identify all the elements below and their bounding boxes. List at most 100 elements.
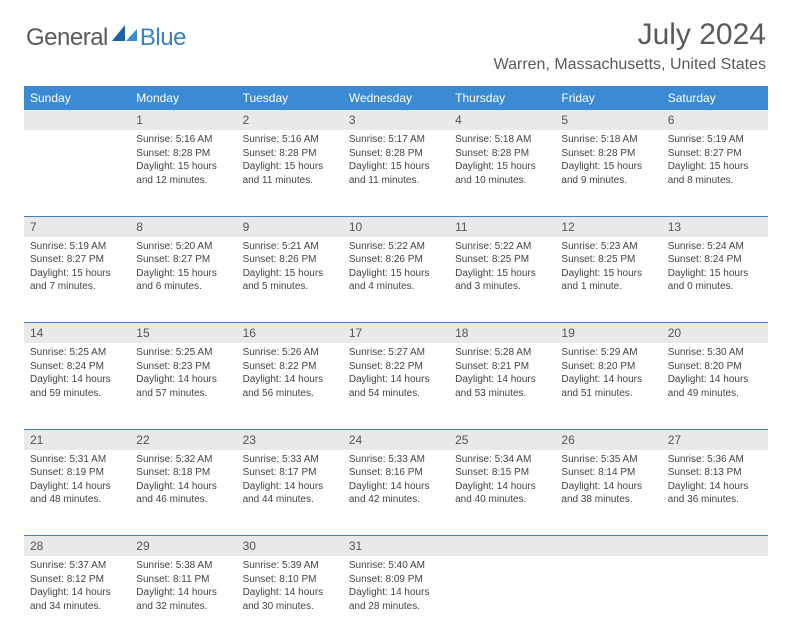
day-cell: Sunrise: 5:27 AMSunset: 8:22 PMDaylight:… xyxy=(343,343,449,429)
day-number xyxy=(662,536,768,557)
day-cell: Sunrise: 5:33 AMSunset: 8:16 PMDaylight:… xyxy=(343,450,449,536)
day-cell: Sunrise: 5:20 AMSunset: 8:27 PMDaylight:… xyxy=(130,237,236,323)
day-number xyxy=(24,110,130,130)
logo-text-general: General xyxy=(26,24,108,52)
day-number: 30 xyxy=(237,536,343,557)
day-cell: Sunrise: 5:18 AMSunset: 8:28 PMDaylight:… xyxy=(555,130,661,216)
day-cell: Sunrise: 5:16 AMSunset: 8:28 PMDaylight:… xyxy=(237,130,343,216)
day-details: Sunrise: 5:29 AMSunset: 8:20 PMDaylight:… xyxy=(555,343,661,406)
weekday-header: Wednesday xyxy=(343,86,449,110)
day-number: 27 xyxy=(662,429,768,450)
day-number: 9 xyxy=(237,216,343,237)
day-details: Sunrise: 5:17 AMSunset: 8:28 PMDaylight:… xyxy=(343,130,449,193)
day-cell: Sunrise: 5:22 AMSunset: 8:25 PMDaylight:… xyxy=(449,237,555,323)
day-cell: Sunrise: 5:22 AMSunset: 8:26 PMDaylight:… xyxy=(343,237,449,323)
weekday-header-row: Sunday Monday Tuesday Wednesday Thursday… xyxy=(24,86,768,110)
day-details: Sunrise: 5:27 AMSunset: 8:22 PMDaylight:… xyxy=(343,343,449,406)
day-details: Sunrise: 5:25 AMSunset: 8:24 PMDaylight:… xyxy=(24,343,130,406)
day-cell: Sunrise: 5:30 AMSunset: 8:20 PMDaylight:… xyxy=(662,343,768,429)
day-cell: Sunrise: 5:17 AMSunset: 8:28 PMDaylight:… xyxy=(343,130,449,216)
day-cell: Sunrise: 5:16 AMSunset: 8:28 PMDaylight:… xyxy=(130,130,236,216)
day-details: Sunrise: 5:28 AMSunset: 8:21 PMDaylight:… xyxy=(449,343,555,406)
day-details: Sunrise: 5:33 AMSunset: 8:17 PMDaylight:… xyxy=(237,450,343,513)
day-content-row: Sunrise: 5:25 AMSunset: 8:24 PMDaylight:… xyxy=(24,343,768,429)
day-details: Sunrise: 5:39 AMSunset: 8:10 PMDaylight:… xyxy=(237,556,343,619)
day-number xyxy=(555,536,661,557)
day-details: Sunrise: 5:37 AMSunset: 8:12 PMDaylight:… xyxy=(24,556,130,619)
day-details: Sunrise: 5:19 AMSunset: 8:27 PMDaylight:… xyxy=(24,237,130,300)
day-number: 29 xyxy=(130,536,236,557)
title-block: July 2024 Warren, Massachusetts, United … xyxy=(494,18,766,74)
day-number: 15 xyxy=(130,323,236,344)
day-cell: Sunrise: 5:36 AMSunset: 8:13 PMDaylight:… xyxy=(662,450,768,536)
day-number: 11 xyxy=(449,216,555,237)
day-cell: Sunrise: 5:25 AMSunset: 8:24 PMDaylight:… xyxy=(24,343,130,429)
day-cell: Sunrise: 5:18 AMSunset: 8:28 PMDaylight:… xyxy=(449,130,555,216)
day-cell: Sunrise: 5:25 AMSunset: 8:23 PMDaylight:… xyxy=(130,343,236,429)
day-cell: Sunrise: 5:32 AMSunset: 8:18 PMDaylight:… xyxy=(130,450,236,536)
logo: General Blue xyxy=(26,24,186,52)
day-details: Sunrise: 5:24 AMSunset: 8:24 PMDaylight:… xyxy=(662,237,768,300)
day-details: Sunrise: 5:35 AMSunset: 8:14 PMDaylight:… xyxy=(555,450,661,513)
day-content-row: Sunrise: 5:19 AMSunset: 8:27 PMDaylight:… xyxy=(24,237,768,323)
day-cell: Sunrise: 5:24 AMSunset: 8:24 PMDaylight:… xyxy=(662,237,768,323)
weekday-header: Sunday xyxy=(24,86,130,110)
day-number: 12 xyxy=(555,216,661,237)
day-number: 23 xyxy=(237,429,343,450)
day-details: Sunrise: 5:19 AMSunset: 8:27 PMDaylight:… xyxy=(662,130,768,193)
day-details: Sunrise: 5:16 AMSunset: 8:28 PMDaylight:… xyxy=(130,130,236,193)
day-details: Sunrise: 5:18 AMSunset: 8:28 PMDaylight:… xyxy=(449,130,555,193)
day-cell: Sunrise: 5:28 AMSunset: 8:21 PMDaylight:… xyxy=(449,343,555,429)
calendar-table: Sunday Monday Tuesday Wednesday Thursday… xyxy=(24,86,768,642)
day-cell: Sunrise: 5:34 AMSunset: 8:15 PMDaylight:… xyxy=(449,450,555,536)
day-cell xyxy=(662,556,768,642)
day-cell: Sunrise: 5:37 AMSunset: 8:12 PMDaylight:… xyxy=(24,556,130,642)
day-content-row: Sunrise: 5:37 AMSunset: 8:12 PMDaylight:… xyxy=(24,556,768,642)
day-cell xyxy=(449,556,555,642)
day-cell: Sunrise: 5:19 AMSunset: 8:27 PMDaylight:… xyxy=(24,237,130,323)
day-number: 19 xyxy=(555,323,661,344)
day-content-row: Sunrise: 5:31 AMSunset: 8:19 PMDaylight:… xyxy=(24,450,768,536)
day-details: Sunrise: 5:16 AMSunset: 8:28 PMDaylight:… xyxy=(237,130,343,193)
day-number: 7 xyxy=(24,216,130,237)
day-number-row: 21222324252627 xyxy=(24,429,768,450)
day-number-row: 28293031 xyxy=(24,536,768,557)
day-details: Sunrise: 5:26 AMSunset: 8:22 PMDaylight:… xyxy=(237,343,343,406)
day-details: Sunrise: 5:36 AMSunset: 8:13 PMDaylight:… xyxy=(662,450,768,513)
day-number: 4 xyxy=(449,110,555,130)
day-number: 2 xyxy=(237,110,343,130)
day-number: 26 xyxy=(555,429,661,450)
day-number: 28 xyxy=(24,536,130,557)
day-cell: Sunrise: 5:21 AMSunset: 8:26 PMDaylight:… xyxy=(237,237,343,323)
day-number: 6 xyxy=(662,110,768,130)
day-details: Sunrise: 5:34 AMSunset: 8:15 PMDaylight:… xyxy=(449,450,555,513)
day-number: 3 xyxy=(343,110,449,130)
day-cell: Sunrise: 5:38 AMSunset: 8:11 PMDaylight:… xyxy=(130,556,236,642)
header: General Blue July 2024 Warren, Massachus… xyxy=(0,0,792,76)
day-number: 14 xyxy=(24,323,130,344)
day-details: Sunrise: 5:31 AMSunset: 8:19 PMDaylight:… xyxy=(24,450,130,513)
logo-sail-icon xyxy=(112,23,138,48)
day-number: 18 xyxy=(449,323,555,344)
day-number: 16 xyxy=(237,323,343,344)
day-number: 17 xyxy=(343,323,449,344)
day-cell: Sunrise: 5:35 AMSunset: 8:14 PMDaylight:… xyxy=(555,450,661,536)
weekday-header: Tuesday xyxy=(237,86,343,110)
day-cell: Sunrise: 5:39 AMSunset: 8:10 PMDaylight:… xyxy=(237,556,343,642)
weekday-header: Friday xyxy=(555,86,661,110)
day-number: 10 xyxy=(343,216,449,237)
day-number: 5 xyxy=(555,110,661,130)
day-details: Sunrise: 5:32 AMSunset: 8:18 PMDaylight:… xyxy=(130,450,236,513)
day-details: Sunrise: 5:22 AMSunset: 8:26 PMDaylight:… xyxy=(343,237,449,300)
day-details: Sunrise: 5:40 AMSunset: 8:09 PMDaylight:… xyxy=(343,556,449,619)
day-number xyxy=(449,536,555,557)
logo-text-blue: Blue xyxy=(140,24,186,52)
day-details: Sunrise: 5:22 AMSunset: 8:25 PMDaylight:… xyxy=(449,237,555,300)
day-content-row: Sunrise: 5:16 AMSunset: 8:28 PMDaylight:… xyxy=(24,130,768,216)
day-cell: Sunrise: 5:26 AMSunset: 8:22 PMDaylight:… xyxy=(237,343,343,429)
day-number: 20 xyxy=(662,323,768,344)
day-details: Sunrise: 5:20 AMSunset: 8:27 PMDaylight:… xyxy=(130,237,236,300)
day-cell: Sunrise: 5:31 AMSunset: 8:19 PMDaylight:… xyxy=(24,450,130,536)
day-number: 25 xyxy=(449,429,555,450)
day-details: Sunrise: 5:18 AMSunset: 8:28 PMDaylight:… xyxy=(555,130,661,193)
